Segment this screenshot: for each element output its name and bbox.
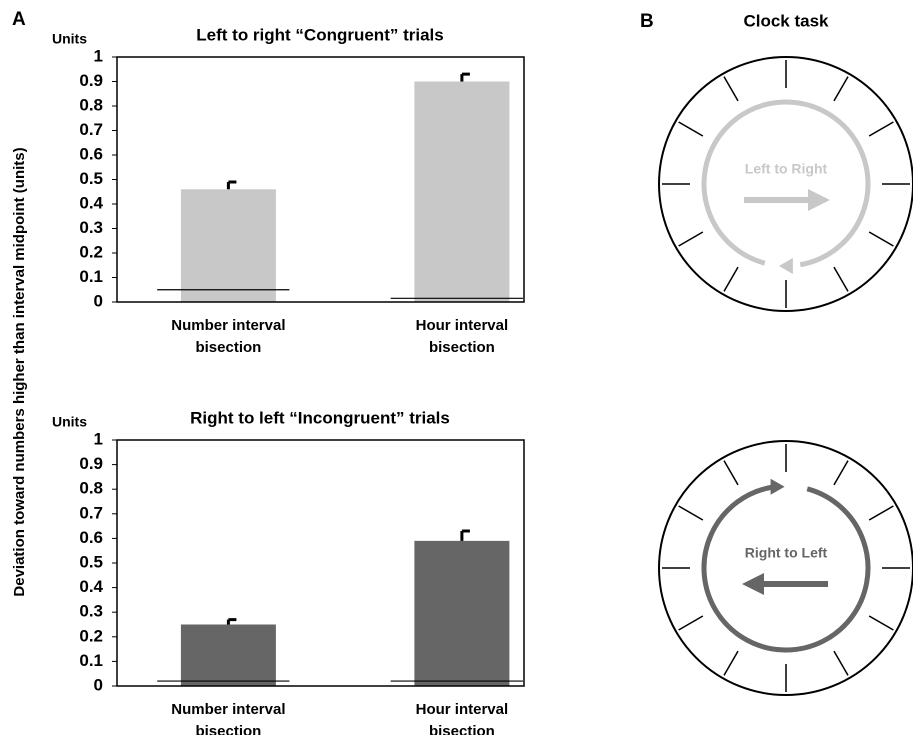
y-tick-label: 0.6 [79,528,103,547]
error-bar [226,618,237,625]
y-tick-label: 0.1 [79,651,103,670]
y-tick-label: 1 [94,46,103,65]
error-bar [460,529,470,541]
plot-frame [116,56,525,303]
x-tick-label: Hour interval bisection [416,317,509,356]
ring-arrowhead [778,257,793,274]
clock-tick [678,615,704,631]
clock-tick [868,121,894,137]
direction-ring [701,99,871,268]
clock-tick [833,650,849,676]
direction-arrowhead [742,573,764,595]
direction-ring [701,484,871,653]
clock-tick [833,76,849,102]
clock-tick [723,650,739,676]
y-tick-label: 0.7 [79,503,103,522]
y-tick-label: 0.9 [79,71,103,90]
clock-tick [833,460,849,486]
y-tick-label: 0.9 [79,454,103,473]
y-tick-label: 0.2 [79,626,103,645]
unit-label: Units [52,31,87,47]
clock-face [658,56,913,312]
y-tick-label: 0.4 [79,193,103,212]
clock-tick [678,505,704,521]
clock-tick [723,460,739,486]
y-tick-label: 0 [94,675,103,694]
clock-tick [833,266,849,292]
clock-tick [723,266,739,292]
clock-tick [868,615,894,631]
bar [414,81,510,302]
y-tick-label: 0.3 [79,218,103,237]
unit-label: Units [52,414,87,430]
clock-tick [868,505,894,521]
y-tick-label: 0 [94,291,103,310]
chart-title: Right to left “Incongruent” trials [190,408,450,427]
x-tick-label: Number interval bisection [171,317,285,356]
y-tick-label: 0.5 [79,169,103,188]
x-tick-label: Number interval bisection [171,701,285,735]
clock-title: Clock task [743,11,829,30]
y-tick-label: 0.4 [79,577,103,596]
y-tick-label: 0.3 [79,602,103,621]
direction-label: Right to Left [745,545,828,561]
y-tick-label: 0.5 [79,552,103,571]
direction-label: Left to Right [745,161,828,177]
ring-arrowhead [770,478,785,495]
y-tick-label: 1 [94,429,103,448]
clock-tick [868,231,894,247]
y-tick-label: 0.2 [79,242,103,261]
y-tick-label: 0.6 [79,144,103,163]
bar [180,624,276,686]
clock-face [658,440,913,696]
panel-label: B [640,11,654,32]
clock-tick [678,231,704,247]
error-bar [226,180,237,190]
y-tick-label: 0.7 [79,120,103,139]
clock-tick [723,76,739,102]
direction-arrowhead [808,189,830,211]
error-bar [460,72,470,82]
x-tick-label: Hour interval bisection [416,701,509,735]
y-tick-label: 0.1 [79,267,103,286]
y-axis-label: Deviation toward numbers higher than int… [11,147,28,596]
plot-frame [116,439,525,687]
bar [414,540,510,686]
y-tick-label: 0.8 [79,95,103,114]
chart-title: Left to right “Congruent” trials [196,25,443,44]
clock-tick [678,121,704,137]
bar [180,189,276,302]
y-tick-label: 0.8 [79,479,103,498]
panel-label: A [12,9,26,30]
